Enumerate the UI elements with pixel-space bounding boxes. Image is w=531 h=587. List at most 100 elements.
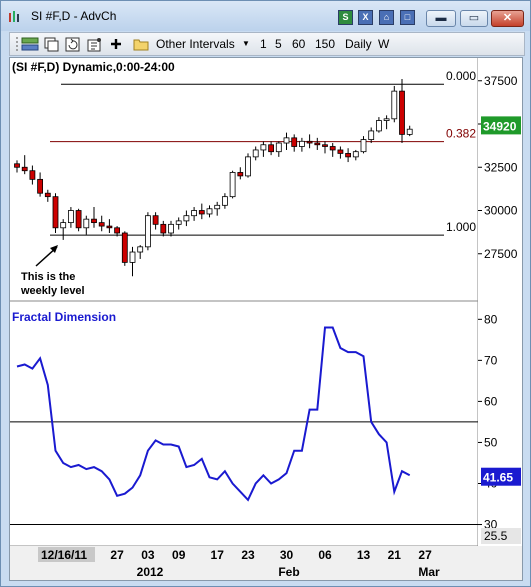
candle-body (83, 218, 90, 229)
candle (106, 219, 113, 233)
month-label: 2012 (137, 565, 164, 579)
interval-60[interactable]: 60 (292, 37, 306, 51)
candle (129, 246, 136, 277)
candle-body (91, 218, 97, 224)
annotation-arrow (35, 245, 58, 267)
candle (14, 160, 20, 173)
candle-body (383, 118, 390, 121)
candle-body (329, 146, 336, 151)
title-bar[interactable]: SI #F,D - AdvCh S X ⌂ □ ▬ ▭ ✕ (1, 1, 530, 31)
candle (275, 141, 282, 157)
candle (21, 155, 28, 175)
candle (144, 212, 151, 251)
interval-1[interactable]: 1 (260, 37, 267, 51)
time-tick-label: 13 (357, 548, 371, 562)
add-icon[interactable] (110, 38, 122, 50)
candle-body (245, 156, 251, 177)
candle (399, 79, 405, 144)
toolbar-grip-icon (16, 37, 18, 51)
candle-body (144, 215, 151, 248)
minimize-button[interactable]: ▬ (426, 10, 456, 27)
candle-body (44, 192, 51, 198)
refresh-icon[interactable] (65, 37, 81, 52)
candle (114, 226, 120, 237)
time-tick-label: 21 (388, 548, 402, 562)
home-icon[interactable]: ⌂ (379, 10, 394, 25)
indicator-tick-label: 80 (484, 312, 498, 326)
candle-body (360, 139, 367, 153)
candle (168, 220, 174, 237)
candle-body (160, 223, 167, 234)
candle-body (14, 163, 20, 168)
candle-body (152, 215, 159, 225)
candle-body (345, 153, 352, 158)
candle (245, 153, 251, 178)
candle (391, 85, 398, 123)
candle-body (198, 210, 205, 215)
interval-5[interactable]: 5 (275, 37, 282, 51)
price-panel-header: (SI #F,D) Dynamic,0:00-24:00 (12, 60, 175, 74)
candle-body (114, 227, 120, 234)
candle (121, 231, 128, 266)
folder-icon[interactable] (133, 38, 149, 51)
candle-body (21, 166, 28, 172)
candle-body (37, 178, 43, 194)
candle (137, 245, 144, 259)
price-tick-label: 27500 (484, 247, 518, 261)
x-icon[interactable]: X (358, 10, 373, 25)
annotation-line-1: This is the (21, 271, 75, 283)
candle-body (275, 142, 282, 153)
candle (152, 212, 159, 230)
intervals-dropdown[interactable]: Other Intervals (156, 37, 235, 51)
interval-w[interactable]: W (378, 37, 390, 51)
window-title: SI #F,D - AdvCh (31, 9, 117, 23)
interval-150[interactable]: 150 (315, 37, 336, 51)
candle-body (237, 172, 244, 177)
chart-canvas[interactable]: (SI #F,D) Dynamic,0:00-24:00 0.000 0.382 1… (10, 58, 522, 580)
candle (306, 134, 313, 149)
chevron-down-icon[interactable]: ▼ (242, 39, 250, 48)
price-tick-label: 30000 (484, 204, 518, 218)
month-label: Feb (278, 565, 299, 579)
candle (175, 217, 182, 230)
frame-icon[interactable]: □ (400, 10, 415, 25)
candle (29, 165, 36, 185)
candle (368, 127, 375, 144)
candle-body (137, 246, 144, 253)
candle (375, 117, 382, 133)
candle-body (221, 196, 228, 206)
selected-date-box (38, 547, 95, 562)
last-price-box (481, 116, 521, 135)
candle (191, 207, 198, 221)
candle (37, 172, 43, 197)
candle (329, 143, 336, 157)
maximize-button[interactable]: ▭ (460, 10, 488, 27)
candle (345, 148, 352, 163)
candle-body (375, 120, 382, 132)
candle (337, 146, 344, 159)
fractal-dimension-line (16, 326, 411, 502)
candle-body (391, 90, 398, 120)
candle (214, 201, 221, 216)
candle (98, 215, 105, 232)
close-button[interactable]: ✕ (491, 10, 524, 27)
candle-body (268, 144, 275, 153)
copy-chart-icon[interactable] (44, 37, 60, 52)
candle (183, 210, 190, 227)
candle-body (183, 215, 190, 222)
interval-daily[interactable]: Daily (345, 37, 372, 51)
candle-body (399, 90, 405, 135)
candle-body (206, 208, 213, 215)
s-icon[interactable]: S (338, 10, 353, 25)
time-tick-label: 06 (318, 548, 332, 562)
link-chart-icon[interactable] (21, 37, 39, 51)
candle-body (283, 137, 290, 144)
properties-icon[interactable] (87, 37, 103, 52)
indicator-last-value-box (481, 467, 521, 486)
candle-body (314, 142, 321, 146)
time-tick-label: 30 (280, 548, 294, 562)
toolbar: Other Intervals ▼ 1 5 60 150 Daily W (9, 32, 525, 56)
candle (298, 137, 305, 152)
candle (221, 193, 228, 209)
